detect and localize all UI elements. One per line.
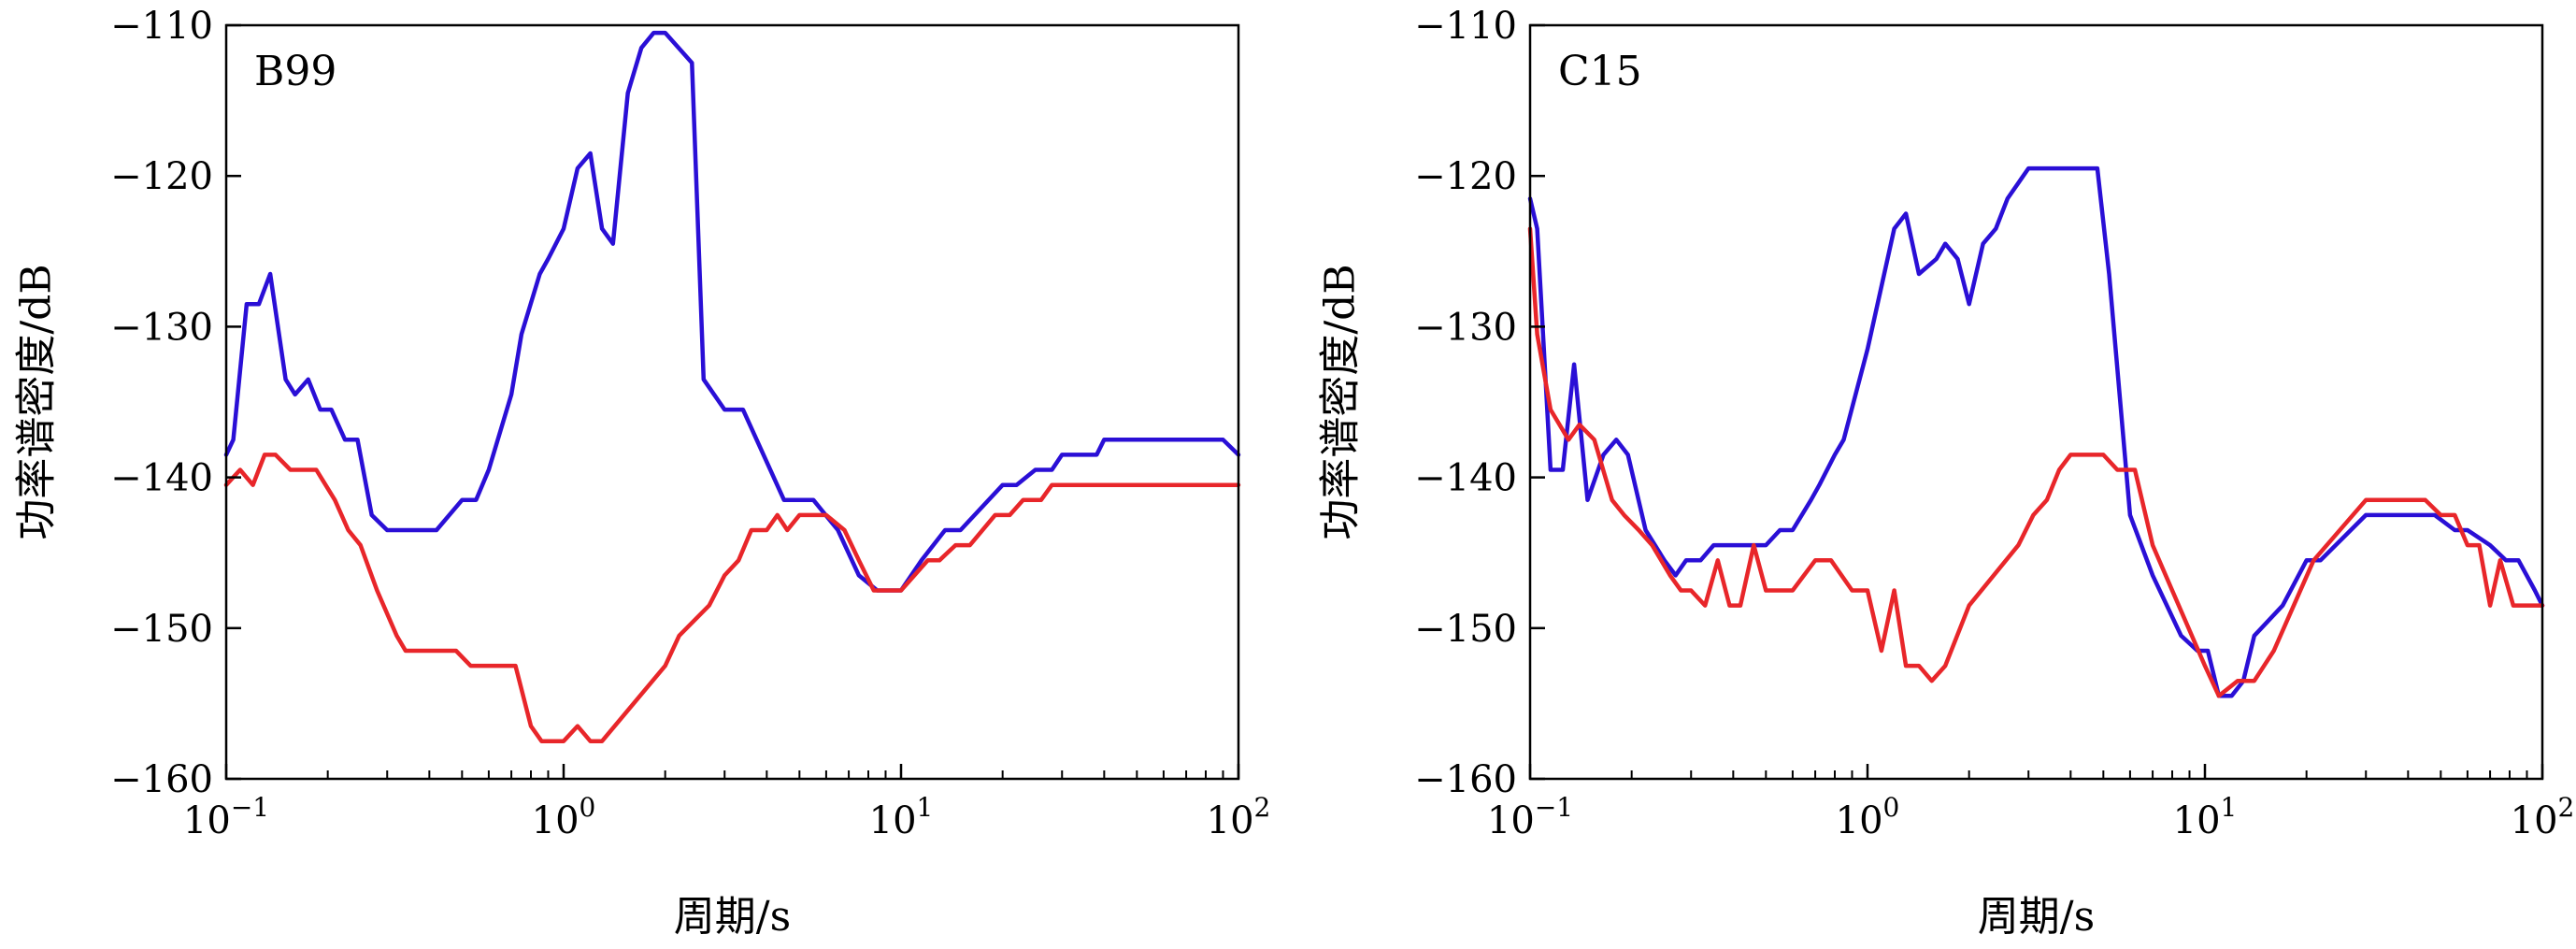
x-tick-exponent: 2 [2558, 792, 2575, 823]
x-tick-label: 100 [1836, 792, 1900, 842]
x-tick-label: 101 [2173, 792, 2238, 842]
x-tick-exponent: 1 [917, 792, 934, 823]
x-tick-exponent: −1 [231, 792, 269, 823]
x-tick-base: 10 [869, 799, 917, 842]
y-tick-label: −130 [110, 306, 213, 349]
x-tick-base: 10 [1836, 799, 1883, 842]
x-tick-exponent: 0 [580, 792, 596, 823]
x-tick-base: 10 [2511, 799, 2558, 842]
y-tick-label: −110 [110, 5, 213, 48]
x-tick-base: 10 [532, 799, 580, 842]
y-tick-label: −110 [1414, 5, 1517, 48]
panel-label: B99 [254, 48, 336, 95]
x-tick-base: 10 [2173, 799, 2221, 842]
x-tick-exponent: 0 [1883, 792, 1900, 823]
y-tick-label: −140 [1414, 457, 1517, 500]
y-axis-title: 功率谱密度/dB [1317, 264, 1365, 539]
plot-frame [224, 23, 1240, 781]
x-tick-label: 100 [532, 792, 596, 842]
x-tick-base: 10 [1207, 799, 1254, 842]
y-tick-label: −160 [1414, 758, 1517, 801]
x-tick-exponent: 1 [2221, 792, 2238, 823]
panel-label: C15 [1558, 48, 1642, 95]
y-tick-label: −160 [110, 758, 213, 801]
x-tick-base: 10 [1487, 799, 1535, 842]
x-tick-exponent: −1 [1535, 792, 1573, 823]
y-tick-label: −140 [110, 457, 213, 500]
x-tick-label: 102 [1207, 792, 1271, 842]
y-tick-label: −150 [110, 608, 213, 651]
x-tick-label: 10−1 [1487, 792, 1573, 842]
series-line-2 [223, 453, 1241, 743]
plot-frame [1528, 23, 2544, 781]
x-tick-label: 101 [869, 792, 934, 842]
y-tick-label: −120 [110, 155, 213, 198]
x-tick-base: 10 [183, 799, 231, 842]
y-tick-label: −150 [1414, 608, 1517, 651]
series-line-1 [223, 30, 1241, 593]
x-tick-label: 102 [2511, 792, 2575, 842]
x-axis-title: 周期/s [1978, 893, 2095, 941]
x-axis-title: 周期/s [674, 893, 791, 941]
x-tick-label: 10−1 [183, 792, 269, 842]
y-tick-label: −120 [1414, 155, 1517, 198]
y-axis-title: 功率谱密度/dB [13, 264, 61, 539]
series-line-1 [1527, 165, 2545, 698]
x-tick-exponent: 2 [1254, 792, 1271, 823]
y-tick-label: −130 [1414, 306, 1517, 349]
series-line-2 [1527, 226, 2545, 698]
